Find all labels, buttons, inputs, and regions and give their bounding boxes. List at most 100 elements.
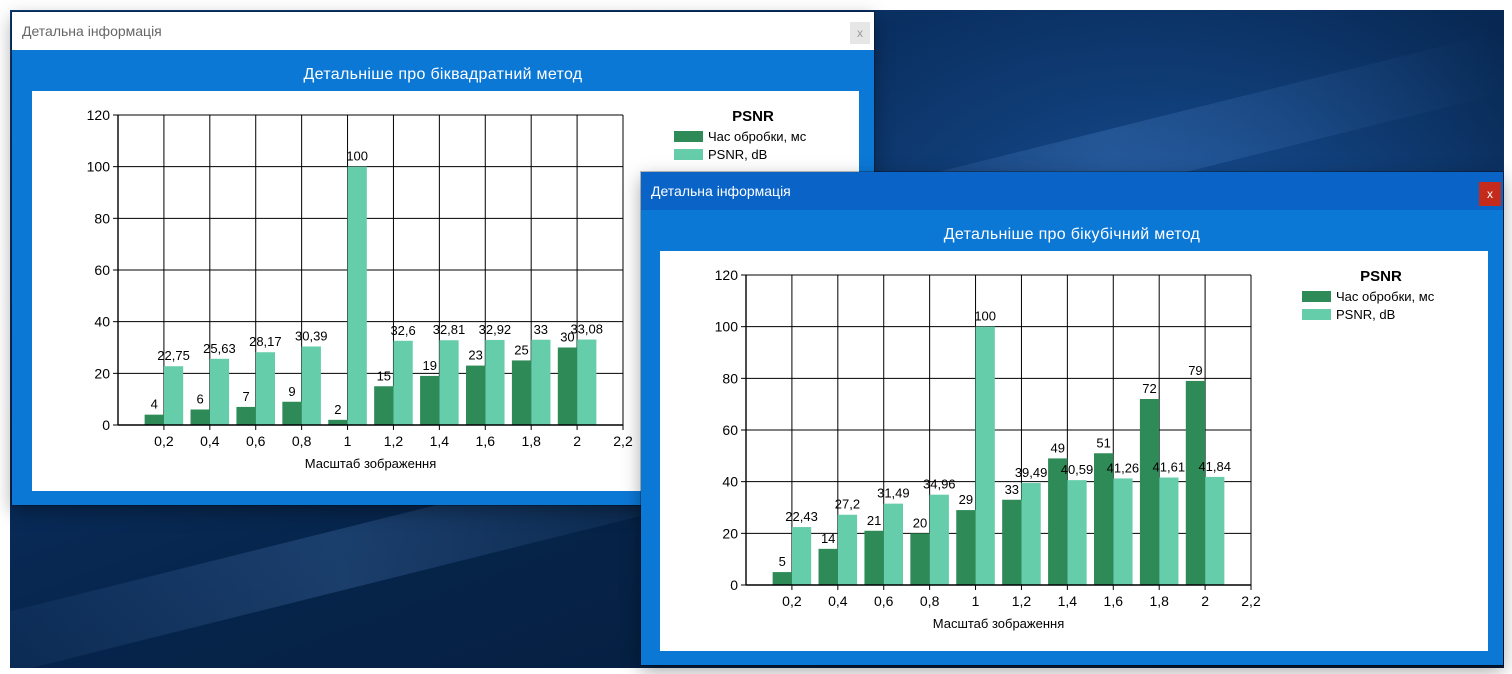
y-tick-label: 20 bbox=[94, 365, 110, 381]
x-tick-label: 0,8 bbox=[292, 433, 312, 449]
y-tick-label: 100 bbox=[87, 159, 111, 175]
y-tick-label: 120 bbox=[715, 267, 739, 283]
bar-time bbox=[910, 533, 930, 585]
data-label-psnr: 33 bbox=[534, 322, 548, 337]
x-tick-label: 2,2 bbox=[613, 433, 633, 449]
bar-time bbox=[420, 375, 440, 425]
data-label-time: 21 bbox=[867, 513, 881, 528]
chart-panel: 0 20 40 60 80 100 120 0,2 0,4 0,6 0,8 1 1,2 1,4 1,6 1,8… bbox=[660, 251, 1488, 651]
data-label-psnr: 41,26 bbox=[1107, 460, 1140, 475]
data-label-time: 14 bbox=[821, 531, 835, 546]
x-tick-label: 0,4 bbox=[200, 433, 220, 449]
y-tick-label: 100 bbox=[715, 319, 739, 335]
legend-entry-label: Час обробки, мс bbox=[708, 129, 807, 144]
bar-psnr bbox=[791, 527, 812, 585]
y-tick-label: 40 bbox=[722, 474, 738, 490]
y-tick-label: 0 bbox=[730, 577, 738, 593]
bar-psnr bbox=[1067, 480, 1087, 585]
data-label-time: 49 bbox=[1050, 440, 1064, 455]
x-tick-label: 1,4 bbox=[430, 433, 450, 449]
chart-heading: Детальніше про біквадратний метод bbox=[303, 66, 583, 83]
bar-time bbox=[1185, 380, 1206, 585]
chart-bicubic: 0 20 40 60 80 100 120 0,2 0,4 0,6 0,8 1 1,2 1,4 1,6 1,8… bbox=[715, 267, 1435, 631]
close-button[interactable]: x bbox=[1479, 182, 1501, 206]
title-bar[interactable]: Детальна інформація x bbox=[641, 172, 1503, 210]
close-button[interactable]: x bbox=[850, 22, 870, 44]
y-tick-label: 0 bbox=[102, 417, 110, 433]
bar-time bbox=[144, 414, 164, 425]
bar-psnr bbox=[975, 326, 995, 585]
x-tick-label: 1,6 bbox=[1104, 593, 1124, 609]
data-label-time: 29 bbox=[959, 492, 973, 507]
data-label-psnr: 34,96 bbox=[923, 477, 956, 492]
legend: PSNR Час обробки, мс PSNR, dB bbox=[674, 108, 807, 162]
data-label-psnr: 32,81 bbox=[433, 322, 466, 337]
x-tick-label: 1,2 bbox=[1012, 593, 1032, 609]
data-label-psnr: 100 bbox=[346, 149, 368, 164]
bar-psnr bbox=[929, 494, 949, 585]
y-tick-label: 80 bbox=[94, 210, 110, 226]
window-title: Детальна інформація bbox=[22, 23, 162, 39]
data-label-psnr: 39,49 bbox=[1015, 465, 1048, 480]
data-label-time: 9 bbox=[288, 384, 295, 399]
bar-time bbox=[818, 548, 838, 585]
bar-psnr bbox=[301, 346, 321, 425]
data-label-time: 6 bbox=[197, 392, 204, 407]
data-label-time: 79 bbox=[1188, 363, 1202, 378]
bar-psnr bbox=[255, 352, 276, 425]
bar-time bbox=[1002, 499, 1022, 585]
bar-time bbox=[1093, 453, 1114, 585]
data-label-psnr: 30,39 bbox=[295, 328, 328, 343]
bar-psnr bbox=[1113, 478, 1133, 585]
data-label-time: 2 bbox=[334, 402, 341, 417]
data-label-time: 4 bbox=[151, 397, 158, 412]
x-tick-label: 1,8 bbox=[521, 433, 541, 449]
plot-area: 0 20 40 60 80 100 120 0,2 0,4 0,6 0,8 1 1,2 1,4 1,6 1,8… bbox=[715, 267, 1261, 631]
y-tick-label: 20 bbox=[722, 525, 738, 541]
bar-time bbox=[236, 406, 256, 425]
data-label-psnr: 25,63 bbox=[203, 341, 236, 356]
legend-entry-label: PSNR, dB bbox=[1336, 307, 1395, 322]
data-label-psnr: 40,59 bbox=[1061, 462, 1094, 477]
bar-time bbox=[956, 510, 976, 585]
y-tick-label: 40 bbox=[94, 314, 110, 330]
bar-time bbox=[190, 409, 210, 425]
x-tick-label: 1 bbox=[344, 433, 352, 449]
data-label-psnr: 41,84 bbox=[1198, 459, 1231, 474]
data-label-time: 33 bbox=[1005, 482, 1019, 497]
bar-time bbox=[557, 347, 578, 425]
data-label-psnr: 22,43 bbox=[785, 509, 818, 524]
plot-area: 0 20 40 60 80 100 120 0,2 0,4 0,6 0,8 1 1,2 1,4 1,6 1,8… bbox=[87, 107, 633, 471]
bar-time bbox=[282, 401, 302, 425]
x-tick-label: 1,6 bbox=[476, 433, 496, 449]
legend-title: PSNR bbox=[732, 108, 774, 125]
legend-swatch bbox=[1302, 291, 1331, 302]
data-label-time: 72 bbox=[1142, 381, 1156, 396]
data-label-time: 20 bbox=[913, 515, 927, 530]
bar-psnr bbox=[209, 358, 230, 425]
data-label-time: 51 bbox=[1096, 435, 1110, 450]
bar-psnr bbox=[1205, 476, 1225, 585]
bar-time bbox=[328, 419, 348, 425]
window-bicubic[interactable]: Детальна інформація x Детальніше про бік… bbox=[641, 172, 1503, 665]
data-label-time: 23 bbox=[468, 348, 482, 363]
y-tick-label: 120 bbox=[87, 107, 111, 123]
x-tick-label: 0,2 bbox=[154, 433, 174, 449]
chart-biquadratic: 0 20 40 60 80 100 120 0,2 0,4 0,6 0,8 1 1,2 1,4 1,6 1,8… bbox=[87, 107, 807, 471]
x-tick-label: 0,4 bbox=[828, 593, 848, 609]
data-label-psnr: 28,17 bbox=[249, 334, 282, 349]
data-label-time: 7 bbox=[242, 389, 249, 404]
bar-time bbox=[511, 360, 532, 425]
data-label-psnr: 100 bbox=[974, 309, 996, 324]
title-bar[interactable]: Детальна інформація x bbox=[12, 12, 874, 50]
x-tick-label: 2 bbox=[573, 433, 581, 449]
data-label-time: 19 bbox=[422, 358, 436, 373]
bar-psnr bbox=[163, 366, 184, 425]
legend-entry-label: PSNR, dB bbox=[708, 147, 767, 162]
x-tick-label: 0,2 bbox=[782, 593, 802, 609]
bar-time bbox=[864, 530, 884, 585]
y-tick-label: 60 bbox=[722, 422, 738, 438]
x-tick-label: 2 bbox=[1201, 593, 1209, 609]
x-tick-label: 1,4 bbox=[1058, 593, 1078, 609]
data-label-psnr: 32,92 bbox=[479, 322, 512, 337]
